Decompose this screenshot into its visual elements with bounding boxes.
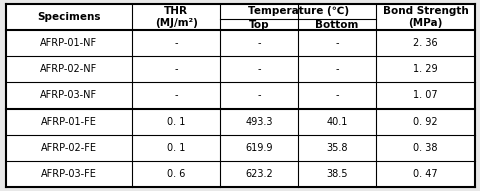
Text: 0. 92: 0. 92 — [412, 117, 437, 127]
Text: 1. 07: 1. 07 — [412, 90, 437, 100]
Text: 0. 47: 0. 47 — [412, 169, 437, 179]
Text: Specimens: Specimens — [37, 12, 100, 22]
Text: -: - — [257, 38, 261, 48]
Text: Bottom: Bottom — [314, 19, 358, 29]
Text: -: - — [335, 90, 338, 100]
Text: 0. 1: 0. 1 — [167, 117, 185, 127]
Text: 40.1: 40.1 — [325, 117, 347, 127]
Text: Temperature (℃): Temperature (℃) — [247, 6, 348, 16]
Text: -: - — [174, 64, 178, 74]
Text: AFRP-01-FE: AFRP-01-FE — [41, 117, 96, 127]
Text: 0. 38: 0. 38 — [412, 143, 437, 153]
Text: AFRP-02-NF: AFRP-02-NF — [40, 64, 97, 74]
Text: 2. 36: 2. 36 — [412, 38, 437, 48]
Text: AFRP-01-NF: AFRP-01-NF — [40, 38, 97, 48]
Text: -: - — [174, 38, 178, 48]
Text: AFRP-03-NF: AFRP-03-NF — [40, 90, 97, 100]
Text: 1. 29: 1. 29 — [412, 64, 437, 74]
Text: -: - — [174, 90, 178, 100]
Text: AFRP-03-FE: AFRP-03-FE — [41, 169, 96, 179]
Text: -: - — [335, 64, 338, 74]
Text: Bond Strength
(MPa): Bond Strength (MPa) — [382, 6, 468, 28]
Text: AFRP-02-FE: AFRP-02-FE — [41, 143, 97, 153]
Text: Top: Top — [249, 19, 269, 29]
Text: 38.5: 38.5 — [325, 169, 347, 179]
Text: 0. 6: 0. 6 — [167, 169, 185, 179]
Text: THR
(MJ/m²): THR (MJ/m²) — [155, 6, 197, 28]
Text: 35.8: 35.8 — [325, 143, 347, 153]
Text: -: - — [257, 64, 261, 74]
Text: 619.9: 619.9 — [245, 143, 273, 153]
Text: 0. 1: 0. 1 — [167, 143, 185, 153]
Text: 623.2: 623.2 — [245, 169, 273, 179]
Text: -: - — [257, 90, 261, 100]
Text: 493.3: 493.3 — [245, 117, 273, 127]
Text: -: - — [335, 38, 338, 48]
